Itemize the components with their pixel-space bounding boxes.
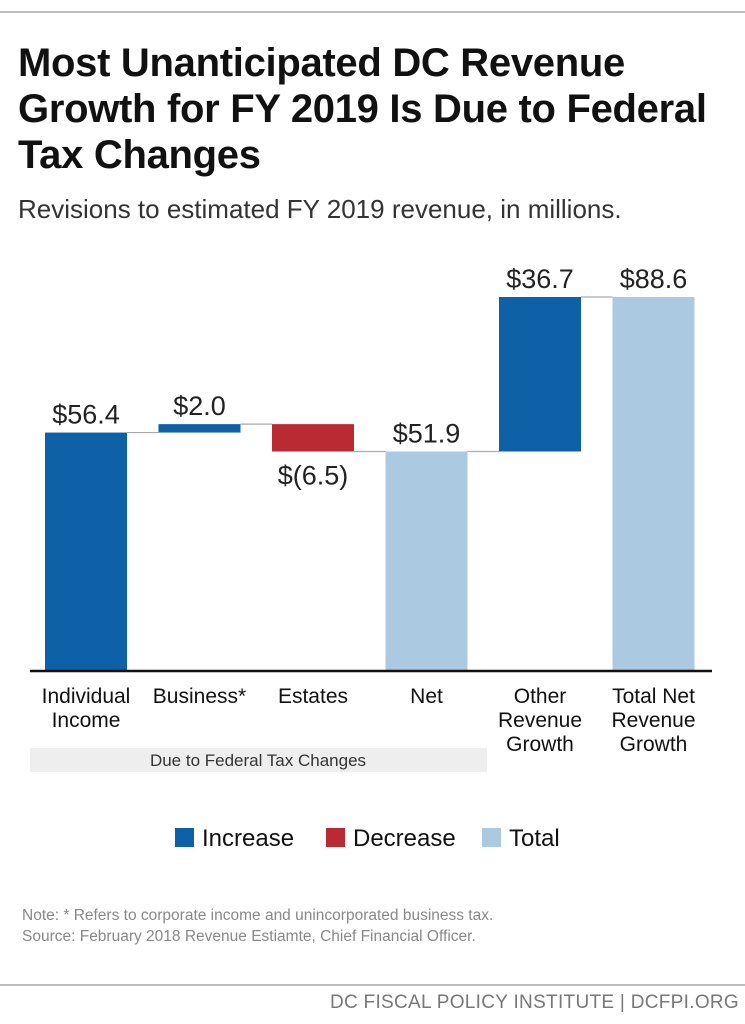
- chart-title: Most Unanticipated DC Revenue Growth for…: [18, 41, 707, 177]
- bar-estates: [272, 424, 354, 452]
- x-tick-label: Business*: [153, 685, 246, 708]
- x-tick-label: Revenue: [498, 709, 582, 732]
- x-tick-label: Income: [52, 709, 121, 732]
- data-label: $36.7: [506, 264, 574, 294]
- legend-swatch-total: [482, 828, 501, 847]
- legend-label: Decrease: [353, 825, 456, 852]
- group-label: Due to Federal Tax Changes: [150, 751, 366, 770]
- bar-business-: [158, 424, 241, 433]
- footer: DC FISCAL POLICY INSTITUTE | DCFPI.ORG: [329, 992, 739, 1013]
- bottom-rule: [0, 984, 745, 986]
- data-label: $56.4: [52, 400, 120, 430]
- data-label: $88.6: [620, 264, 688, 294]
- bar-other-revenue-growth: [499, 297, 581, 452]
- source-text: Source: February 2018 Revenue Estiamte, …: [22, 928, 476, 945]
- chart-subtitle: Revisions to estimated FY 2019 revenue, …: [18, 194, 622, 224]
- x-tick-label: Estates: [278, 685, 348, 708]
- legend-swatch-increase: [175, 828, 194, 847]
- x-tick-label: Total Net: [612, 685, 695, 708]
- legend-label: Increase: [202, 825, 294, 852]
- bar-net: [385, 451, 468, 670]
- x-tick-label: Revenue: [611, 709, 695, 732]
- notes: Note: * Refers to corporate income and u…: [22, 905, 493, 947]
- group-band: [30, 748, 487, 772]
- x-tick-label: Other: [514, 685, 567, 708]
- note-text: Note: * Refers to corporate income and u…: [22, 907, 494, 924]
- legend-swatch-decrease: [326, 828, 345, 847]
- x-tick-label: Growth: [506, 733, 574, 756]
- legend-label: Total: [509, 825, 560, 852]
- data-label: $2.0: [173, 391, 226, 421]
- x-tick-label: Individual: [42, 685, 131, 708]
- x-tick-label: Net: [410, 685, 443, 708]
- top-rule: [0, 11, 745, 13]
- data-label: $51.9: [393, 419, 461, 449]
- x-tick-label: Growth: [620, 733, 688, 756]
- bar-total-net-revenue-growth: [612, 297, 695, 670]
- bar-individual-income: [45, 432, 127, 670]
- data-label: $(6.5): [278, 461, 349, 491]
